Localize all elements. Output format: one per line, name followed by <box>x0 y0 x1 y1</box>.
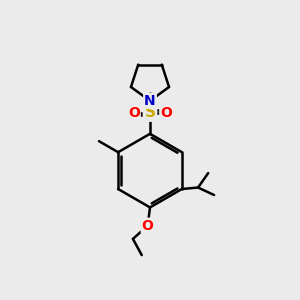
Text: O: O <box>128 106 140 120</box>
Text: N: N <box>144 94 156 108</box>
Text: O: O <box>160 106 172 120</box>
Text: S: S <box>145 105 155 120</box>
Text: O: O <box>142 219 154 233</box>
